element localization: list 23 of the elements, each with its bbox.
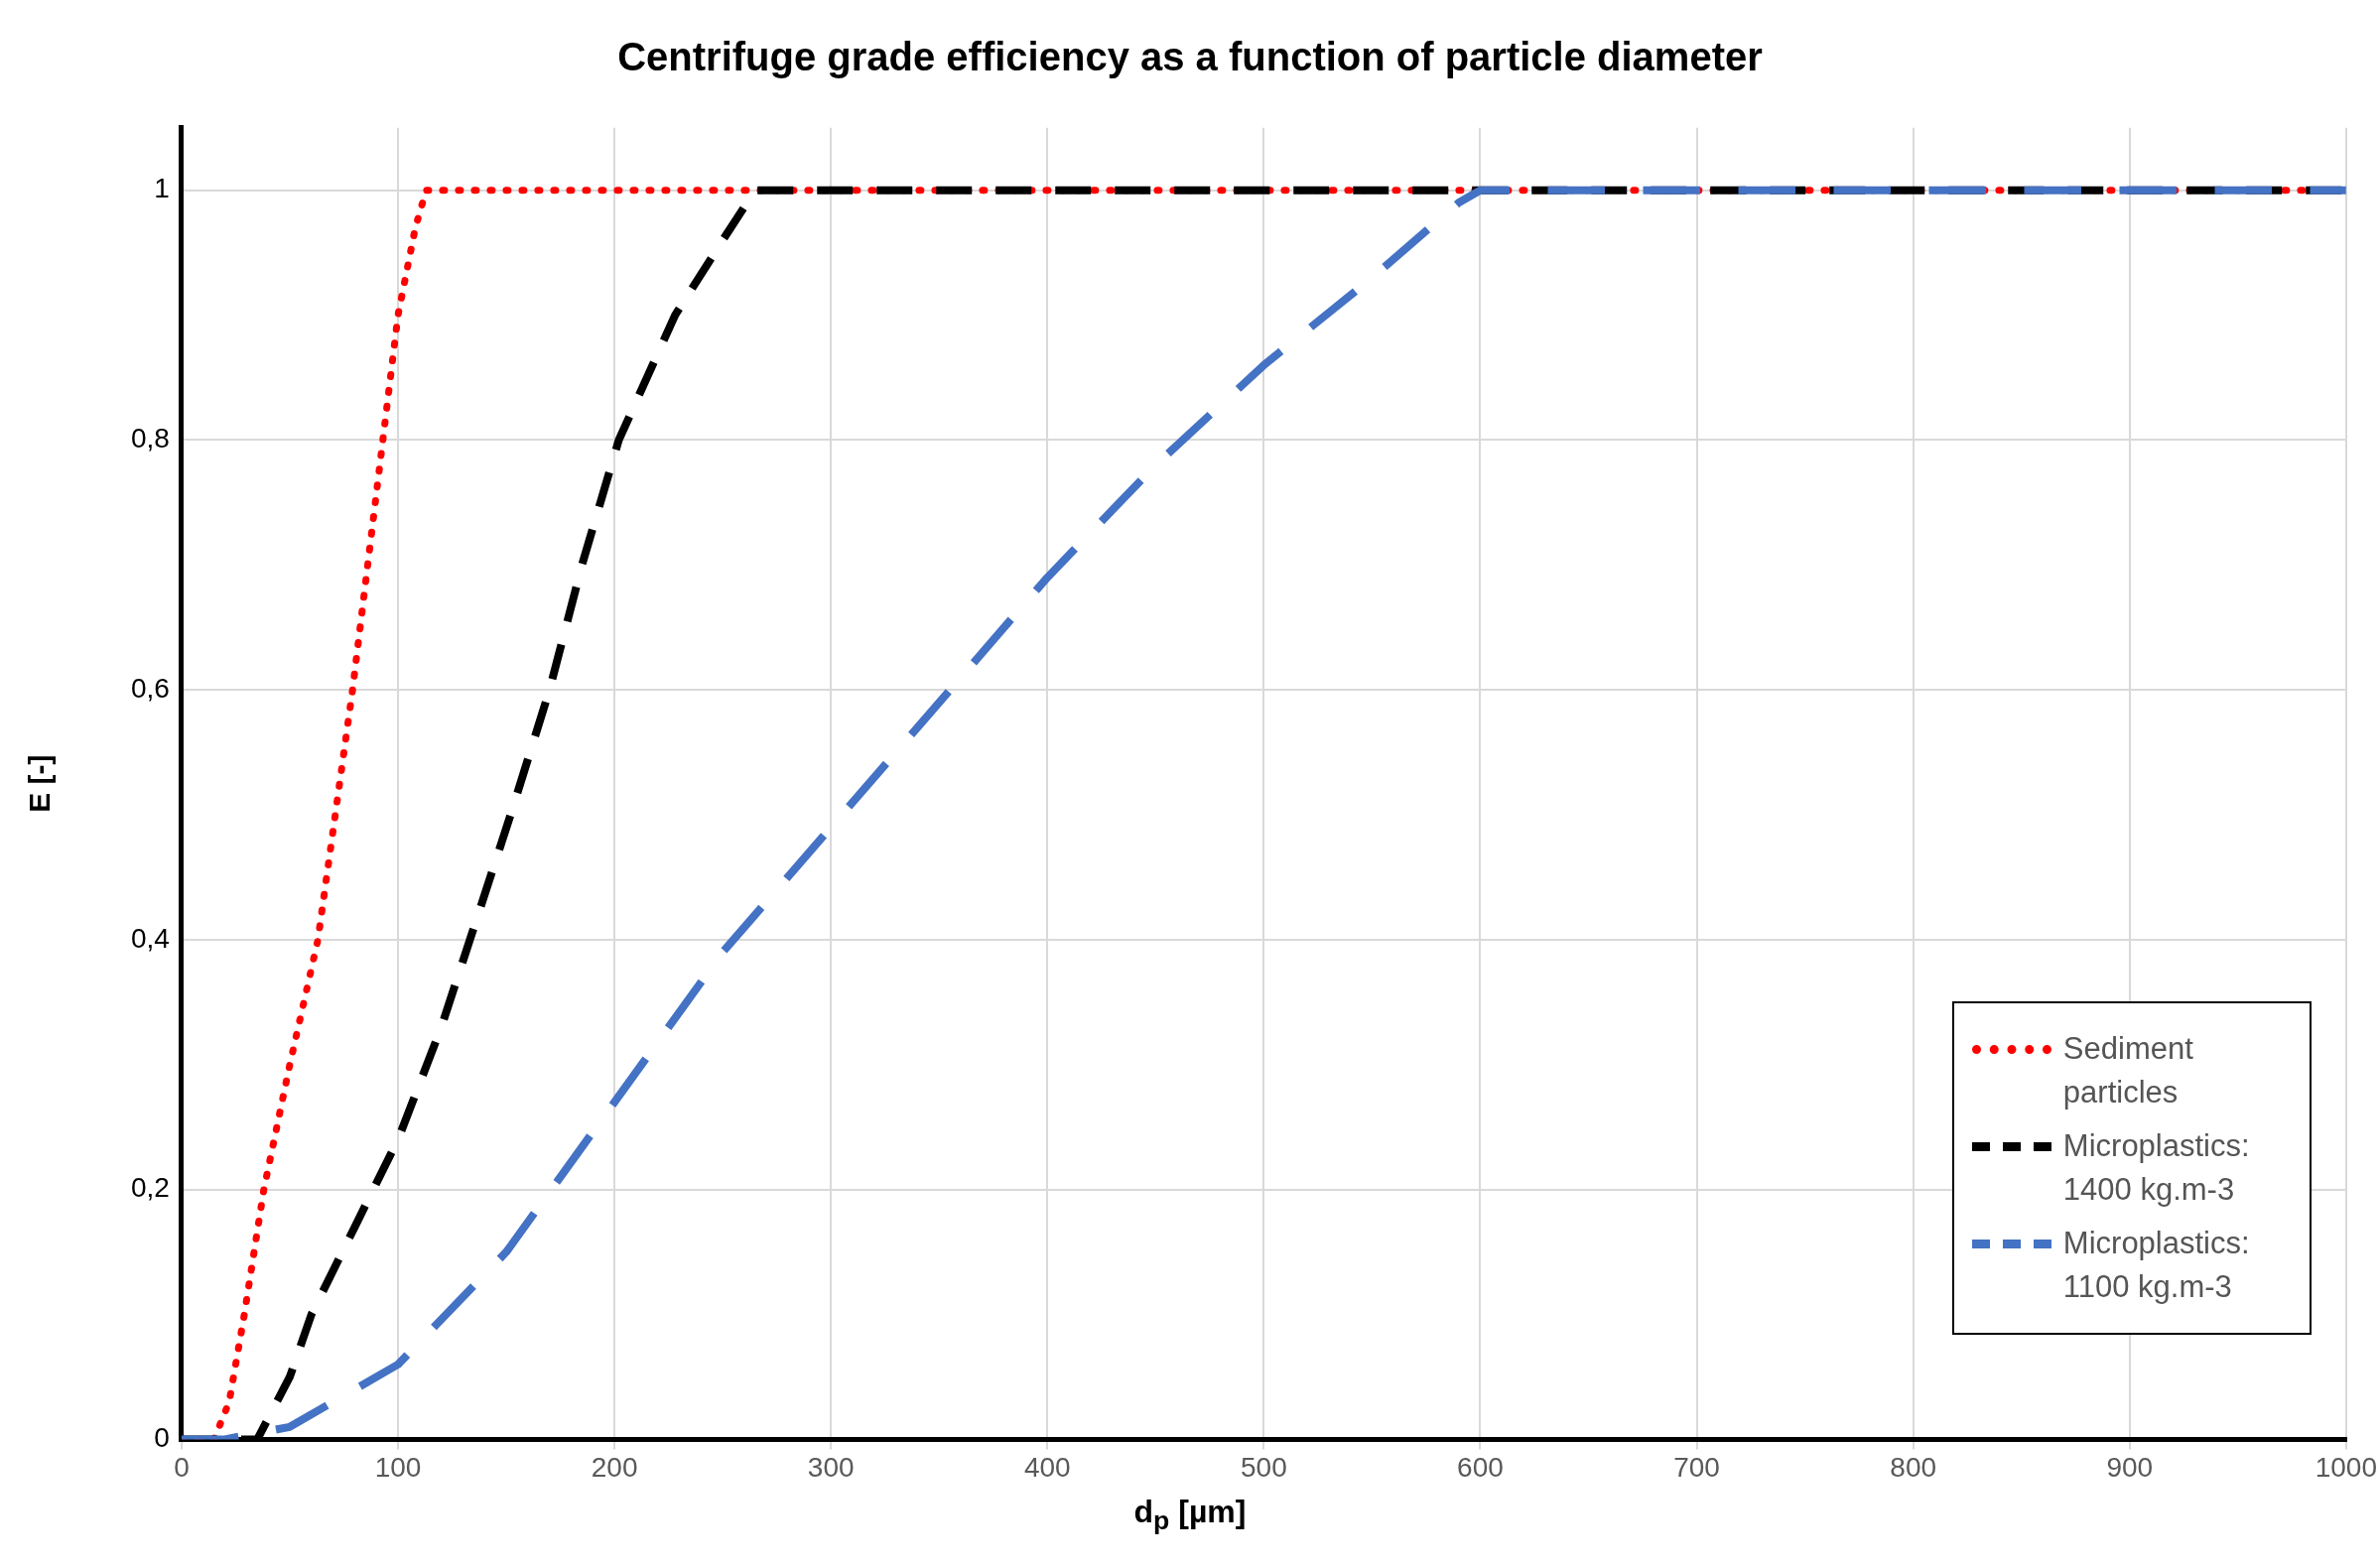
x-tick-label: 600 xyxy=(1457,1451,1504,1483)
x-tick-label: 0 xyxy=(174,1451,190,1483)
y-tick-label: 0,8 xyxy=(130,423,170,455)
x-tick-label: 800 xyxy=(1890,1451,1937,1483)
x-tick-label: 700 xyxy=(1673,1451,1720,1483)
legend-label: Microplastics: 1100 kg.m-3 xyxy=(2062,1225,2251,1307)
chart-title: Centrifuge grade efficiency as a function of particle diameter xyxy=(616,35,1764,79)
x-tick-label: 400 xyxy=(1023,1451,1071,1483)
y-tick-label: 0,4 xyxy=(130,922,170,954)
x-axis-title: d$_{p}$ [µm] xyxy=(1132,1494,1248,1537)
x-tick-label: 200 xyxy=(591,1451,638,1483)
x-tick-label: 100 xyxy=(374,1451,422,1483)
y-tick-label: 1 xyxy=(154,173,170,204)
y-axis-title: E [-] xyxy=(23,754,57,813)
y-tick-label: 0,6 xyxy=(130,672,170,704)
y-tick-label: 0,2 xyxy=(130,1172,170,1204)
legend-label: Microplastics: 1400 kg.m-3 xyxy=(2062,1127,2251,1210)
x-tick-label: 300 xyxy=(807,1451,855,1483)
x-tick-label: 1000 xyxy=(2314,1451,2377,1483)
y-tick-label: 0 xyxy=(154,1422,170,1454)
x-tick-label: 900 xyxy=(2106,1451,2154,1483)
x-tick-label: 500 xyxy=(1241,1451,1287,1483)
legend-label: Sediment particles xyxy=(2062,1030,2194,1112)
